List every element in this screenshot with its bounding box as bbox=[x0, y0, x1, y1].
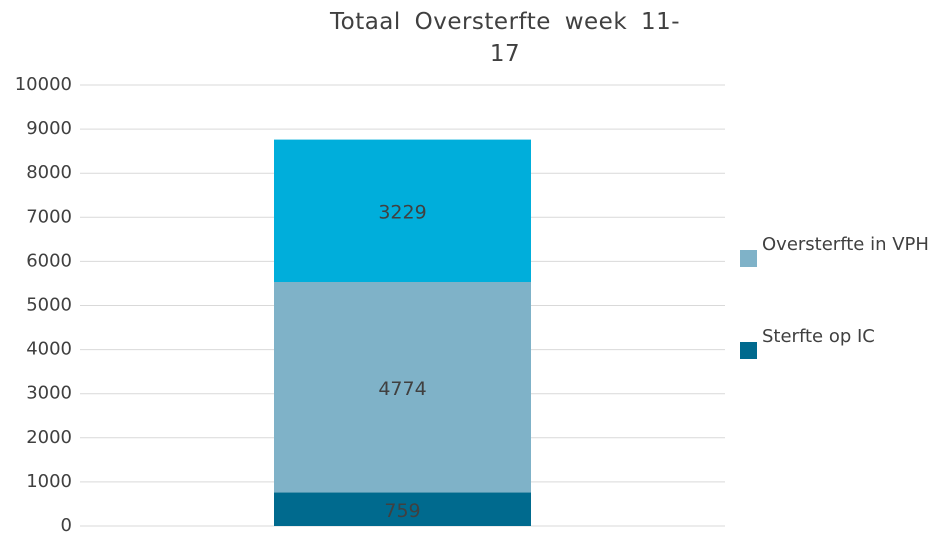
y-tick-label: 3000 bbox=[26, 383, 72, 404]
y-tick-label: 6000 bbox=[26, 250, 72, 271]
y-tick-label: 9000 bbox=[26, 118, 72, 139]
legend-label: Sterfte op IC bbox=[762, 326, 875, 347]
legend-swatch bbox=[740, 250, 757, 267]
y-tick-label: 1000 bbox=[26, 471, 72, 492]
y-tick-label: 4000 bbox=[26, 339, 72, 360]
legend-swatch bbox=[740, 342, 757, 359]
data-label: 3229 bbox=[378, 201, 426, 223]
y-tick-label: 2000 bbox=[26, 427, 72, 448]
bar-segment bbox=[274, 139, 531, 282]
y-tick-label: 10000 bbox=[15, 74, 72, 95]
y-tick-label: 8000 bbox=[26, 162, 72, 183]
bar-segment bbox=[274, 281, 531, 493]
data-label: 759 bbox=[384, 500, 420, 522]
data-label: 4774 bbox=[378, 378, 426, 400]
legend-label: Oversterfte in VPH bbox=[762, 234, 929, 255]
y-tick-label: 5000 bbox=[26, 295, 72, 316]
y-tick-label: 0 bbox=[61, 515, 72, 536]
bar-segment bbox=[274, 492, 531, 526]
chart-title: Totaal Oversterfte week 11-17 bbox=[329, 9, 681, 67]
y-tick-label: 7000 bbox=[26, 206, 72, 227]
